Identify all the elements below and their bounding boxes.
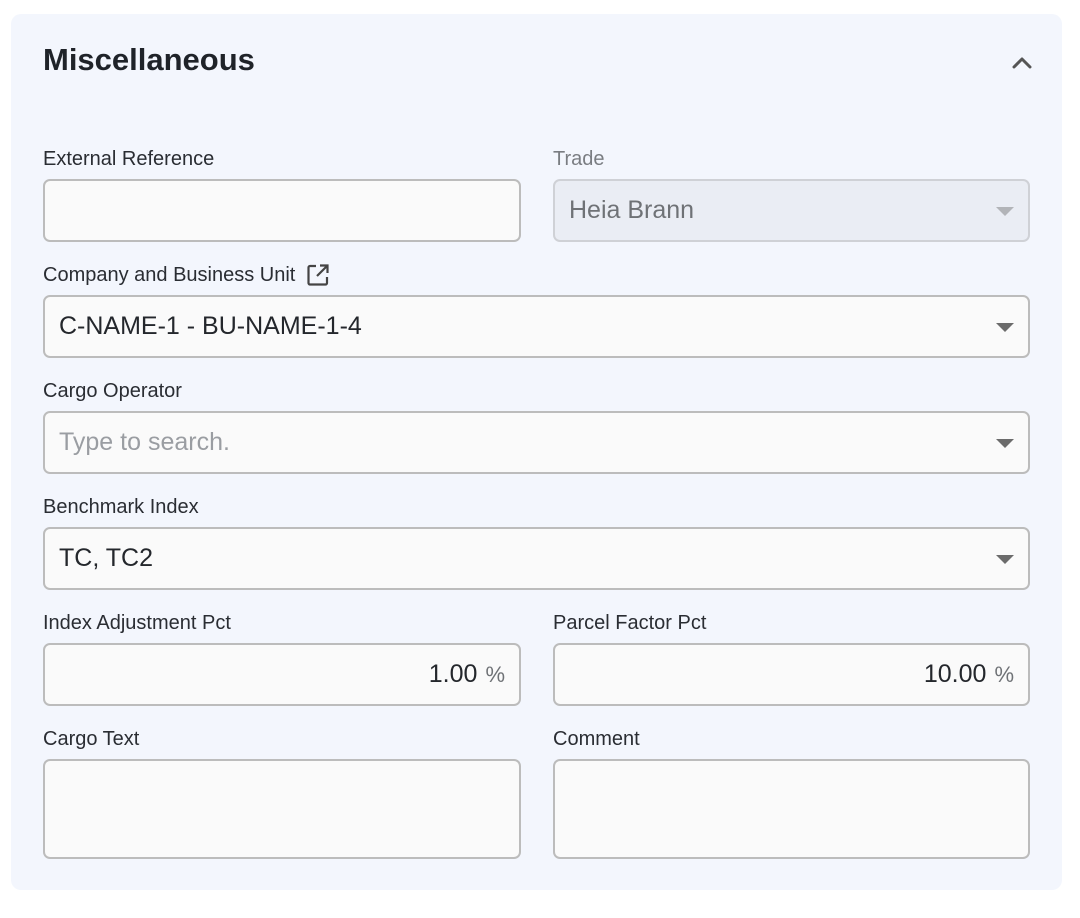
cargo-operator-select[interactable]: Type to search. — [43, 411, 1030, 474]
section-title: Miscellaneous — [43, 42, 255, 77]
external-reference-input[interactable] — [43, 179, 521, 242]
index-adjustment-field: Index Adjustment Pct 1.00% — [43, 611, 521, 706]
index-adjustment-input[interactable]: 1.00% — [43, 643, 521, 706]
field-label: Company and Business Unit — [43, 264, 296, 286]
field-label: Index Adjustment Pct — [43, 612, 231, 634]
cargo-text-field: Cargo Text — [43, 727, 521, 859]
field-label: Benchmark Index — [43, 496, 199, 518]
field-label: External Reference — [43, 148, 215, 170]
comment-field: Comment — [553, 727, 1030, 859]
caret-down-icon[interactable] — [996, 439, 1014, 448]
field-label: Cargo Text — [43, 728, 140, 750]
trade-field: Trade Heia Brann — [553, 147, 1030, 242]
miscellaneous-section: Miscellaneous External Reference Trade H… — [11, 14, 1062, 890]
field-label: Trade — [553, 148, 605, 170]
caret-down-icon — [996, 207, 1014, 216]
field-label: Comment — [553, 728, 640, 750]
parcel-factor-input[interactable]: 10.00% — [553, 643, 1030, 706]
chevron-up-icon[interactable] — [1009, 50, 1035, 76]
field-label: Parcel Factor Pct — [553, 612, 707, 634]
caret-down-icon[interactable] — [996, 323, 1014, 332]
benchmark-index-field: Benchmark Index TC, TC2 — [43, 495, 1030, 590]
percent-unit: % — [485, 662, 505, 687]
external-reference-field: External Reference — [43, 147, 521, 242]
cargo-text-textarea[interactable] — [43, 759, 521, 859]
comment-textarea[interactable] — [553, 759, 1030, 859]
parcel-factor-value: 10.00 — [923, 660, 987, 688]
field-label: Cargo Operator — [43, 380, 182, 402]
cargo-operator-placeholder: Type to search. — [59, 428, 230, 456]
company-bu-select[interactable]: C-NAME-1 - BU-NAME-1-4 — [43, 295, 1030, 358]
index-adjustment-value: 1.00 — [428, 660, 478, 688]
benchmark-index-select[interactable]: TC, TC2 — [43, 527, 1030, 590]
caret-down-icon[interactable] — [996, 555, 1014, 564]
trade-select: Heia Brann — [553, 179, 1030, 242]
open-external-icon[interactable] — [305, 262, 331, 288]
cargo-operator-field: Cargo Operator Type to search. — [43, 379, 1030, 474]
company-bu-value: C-NAME-1 - BU-NAME-1-4 — [59, 312, 362, 340]
benchmark-index-value: TC, TC2 — [59, 544, 153, 572]
percent-unit: % — [994, 662, 1014, 687]
company-bu-field: Company and Business Unit C-NAME-1 - BU-… — [43, 263, 1030, 358]
trade-value: Heia Brann — [569, 196, 695, 224]
parcel-factor-field: Parcel Factor Pct 10.00% — [553, 611, 1030, 706]
